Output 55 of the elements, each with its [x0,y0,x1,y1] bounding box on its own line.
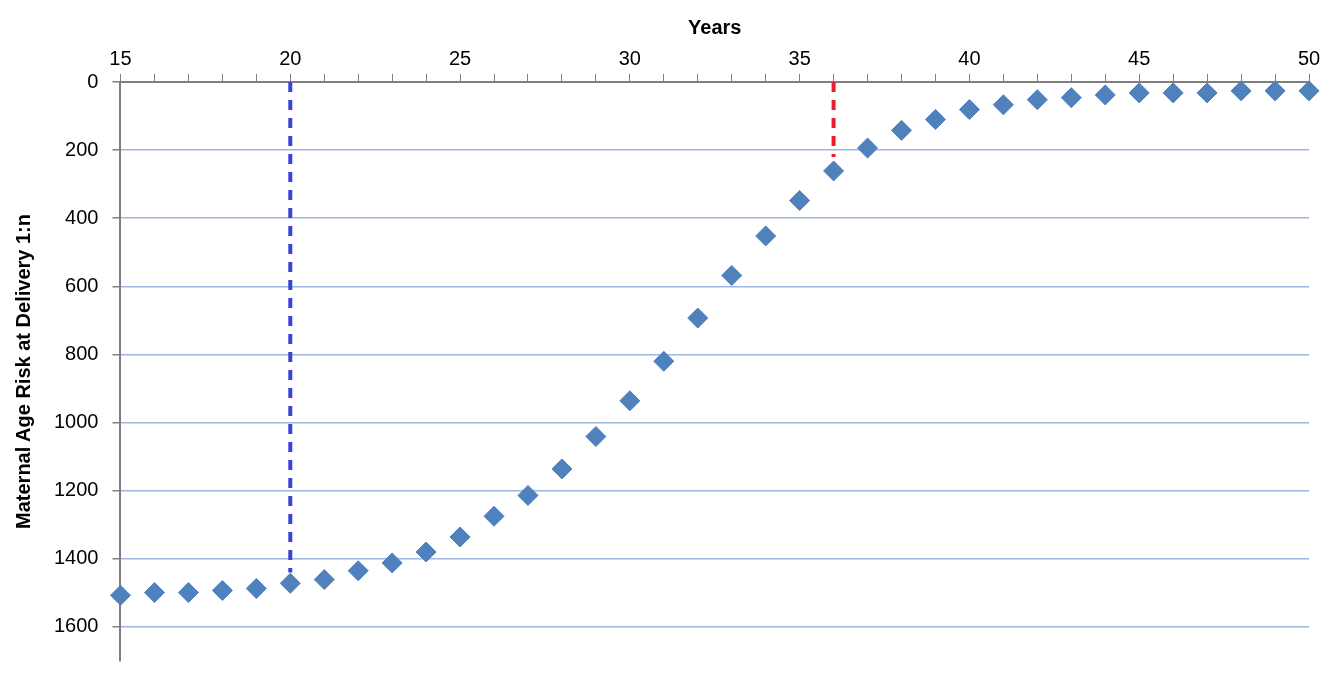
point [1230,80,1252,102]
point [1298,80,1320,102]
point [823,160,845,182]
point [551,458,573,480]
point [585,426,607,448]
point [789,190,811,212]
point [619,390,641,412]
point [1162,82,1184,104]
point [1060,87,1082,109]
y-tick-label: 200 [65,137,99,160]
y-axis-title: Maternal Age Risk at Delivery 1:n [11,214,34,529]
x-tick-label: 45 [1128,46,1151,69]
point [721,264,743,286]
point [958,99,980,121]
point [211,580,233,601]
point [279,572,301,594]
point [687,307,709,329]
point [245,577,267,599]
x-tick-label: 40 [958,46,981,69]
point [517,484,539,506]
y-tick-label: 1000 [53,410,99,433]
point [449,526,471,548]
point [891,119,913,141]
point [1094,84,1116,106]
y-tick-label: 1600 [53,614,99,637]
point [313,569,335,591]
x-tick-label: 20 [279,46,302,69]
point [347,560,369,582]
y-tick-label: 800 [65,341,99,364]
y-tick-label: 1400 [53,546,99,569]
y-tick-label: 0 [87,69,99,92]
point [924,108,946,130]
y-tick-label: 1200 [53,478,99,501]
point [381,552,403,574]
x-tick-label: 15 [109,46,132,69]
point [143,582,165,604]
x-tick-label: 30 [618,46,641,69]
x-tick-label: 35 [788,46,811,69]
point [1264,80,1286,102]
x-axis-title: Years [688,15,742,38]
point [1128,82,1150,104]
point [415,541,437,563]
x-tick-label: 25 [448,46,472,69]
point [177,582,199,604]
point [857,137,879,159]
point [992,94,1014,116]
point [755,225,777,247]
point [653,350,675,372]
point [109,584,131,606]
point [483,505,505,527]
point [1196,82,1218,104]
x-tick-label: 50 [1297,46,1321,69]
point [1026,89,1048,111]
y-tick-label: 400 [65,205,99,228]
y-tick-label: 600 [65,273,99,296]
